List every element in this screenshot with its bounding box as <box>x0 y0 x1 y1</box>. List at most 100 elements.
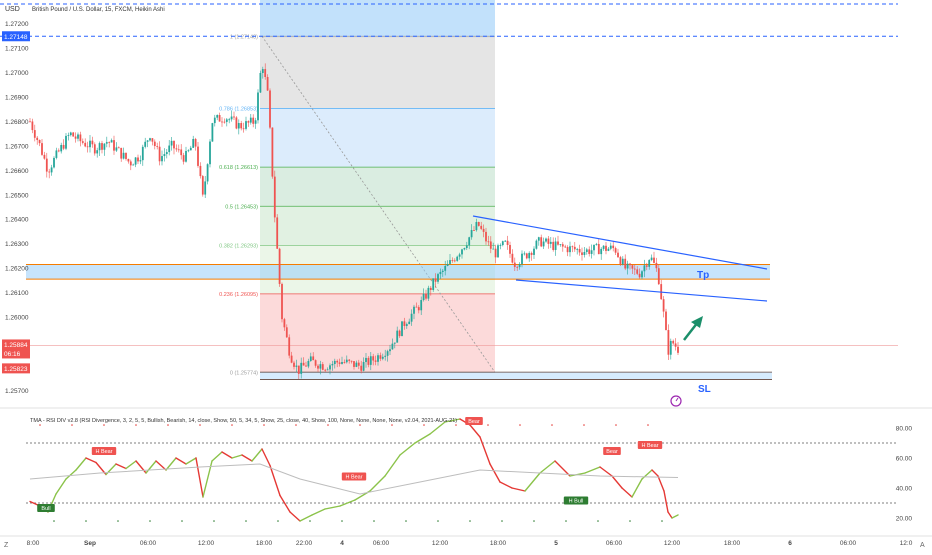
current-price-label-box <box>2 339 30 350</box>
candle-body <box>237 123 240 129</box>
fib-band <box>260 206 495 246</box>
signal-label: Bear <box>606 449 618 455</box>
candle-body <box>192 138 195 148</box>
candle-body <box>485 231 487 242</box>
rsi-segment <box>651 469 659 477</box>
price-axis[interactable]: 1.27200 1.27100 1.27000 1.26900 1.26800 1.267… <box>2 21 30 395</box>
candle-body <box>362 362 365 371</box>
up-arrow-icon <box>683 316 703 341</box>
sl-zone[interactable] <box>260 371 772 380</box>
candle-body <box>144 141 147 147</box>
candle-body <box>177 149 180 151</box>
candle-body <box>667 330 670 355</box>
candle-body <box>326 369 329 371</box>
candle-body <box>45 158 48 172</box>
candle-body <box>398 330 401 337</box>
price-tick-label: 1.27000 <box>5 70 29 77</box>
rsi-tick-label: 60.00 <box>896 456 913 463</box>
candle-body <box>540 237 543 247</box>
candle-body <box>571 246 574 248</box>
rsi-segment <box>524 472 541 492</box>
candle-body <box>245 121 247 129</box>
candle-body <box>405 324 408 326</box>
signal-label: H Bear <box>345 475 362 481</box>
alert-clock-icon[interactable] <box>670 395 682 407</box>
rsi-segment <box>399 442 416 456</box>
rsi-segment <box>65 469 77 480</box>
candle-body <box>489 241 492 249</box>
candle-body <box>547 238 550 244</box>
rsi-panel[interactable]: 80.00 60.00 40.00 20.00 Bull H Bear H Bear Bear… <box>0 407 932 523</box>
candle-body <box>360 365 363 371</box>
candle-body <box>338 362 341 364</box>
time-axis[interactable]: 8:00 Sep 06:00 12:00 18:00 22:00 4 06:00 12:00 18… <box>0 535 932 547</box>
pivot-dot <box>167 424 169 426</box>
candle-body <box>389 349 391 352</box>
indicator-title: TMA - RSI DIV v2.8 (RSI Divergence, 3, 2… <box>30 418 457 424</box>
candle-body <box>441 270 444 272</box>
candle-body <box>461 249 463 255</box>
candle-body <box>33 130 36 138</box>
rsi-segment <box>369 475 386 492</box>
candle-body <box>518 264 521 268</box>
candle-body <box>516 266 519 268</box>
candle-body <box>235 117 238 129</box>
rsi-segment <box>599 466 613 477</box>
candle-body <box>108 142 111 143</box>
candle-body <box>465 245 468 249</box>
candle-body <box>417 307 420 311</box>
logo-icon[interactable]: Z <box>4 542 9 549</box>
time-tick-label: 8:00 <box>27 540 40 547</box>
candle-body <box>233 116 235 118</box>
auto-scale-icon[interactable]: A <box>920 542 925 549</box>
candle-body <box>170 140 173 146</box>
rsi-segment <box>631 478 643 498</box>
candle-body <box>96 150 99 154</box>
candle-body <box>201 176 204 195</box>
candle-body <box>410 313 413 322</box>
fibonacci-retracement[interactable]: 1 (1.27148) 0.786 (1.26853) 0.618 (1.26613… <box>219 0 496 376</box>
rsi-segment <box>231 454 243 459</box>
candle-body <box>324 369 327 371</box>
pivot-dot <box>245 520 247 522</box>
rsi-segment <box>279 494 291 513</box>
rsi-segment <box>554 460 571 477</box>
candle-body <box>86 146 89 148</box>
candle-body <box>636 269 639 274</box>
candle-body <box>504 240 507 242</box>
pivot-dot <box>71 424 73 426</box>
candle-body <box>77 134 79 139</box>
candle-body <box>101 143 103 150</box>
time-tick-label: Sep <box>84 540 96 547</box>
candle-body <box>247 121 250 123</box>
candle-body <box>139 160 142 162</box>
pivot-dot <box>469 520 471 522</box>
candle-body <box>422 293 425 301</box>
candle-body <box>146 140 149 142</box>
pivot-dot <box>53 520 55 522</box>
pivot-dot <box>263 424 265 426</box>
candle-body <box>626 263 629 269</box>
candle-body <box>530 252 533 255</box>
candle-body <box>329 365 331 370</box>
candle-body <box>273 176 276 218</box>
candle-body <box>511 253 514 263</box>
pivot-dot <box>647 424 649 426</box>
fib-band <box>260 36 495 109</box>
candle-body <box>343 362 346 363</box>
candle-body <box>84 142 87 147</box>
candle-body <box>585 249 588 252</box>
candle-body <box>204 181 207 195</box>
candle-body <box>194 138 197 147</box>
tp-zone[interactable] <box>26 263 770 280</box>
candle-body <box>401 321 403 337</box>
descending-channel[interactable] <box>472 215 768 302</box>
candle-body <box>149 138 151 141</box>
candle-body <box>427 287 430 299</box>
candle-body <box>432 278 435 290</box>
rsi-segment <box>384 454 401 477</box>
candle-body <box>187 150 190 152</box>
time-tick-label: 5 <box>554 540 558 547</box>
candle-body <box>269 90 271 128</box>
